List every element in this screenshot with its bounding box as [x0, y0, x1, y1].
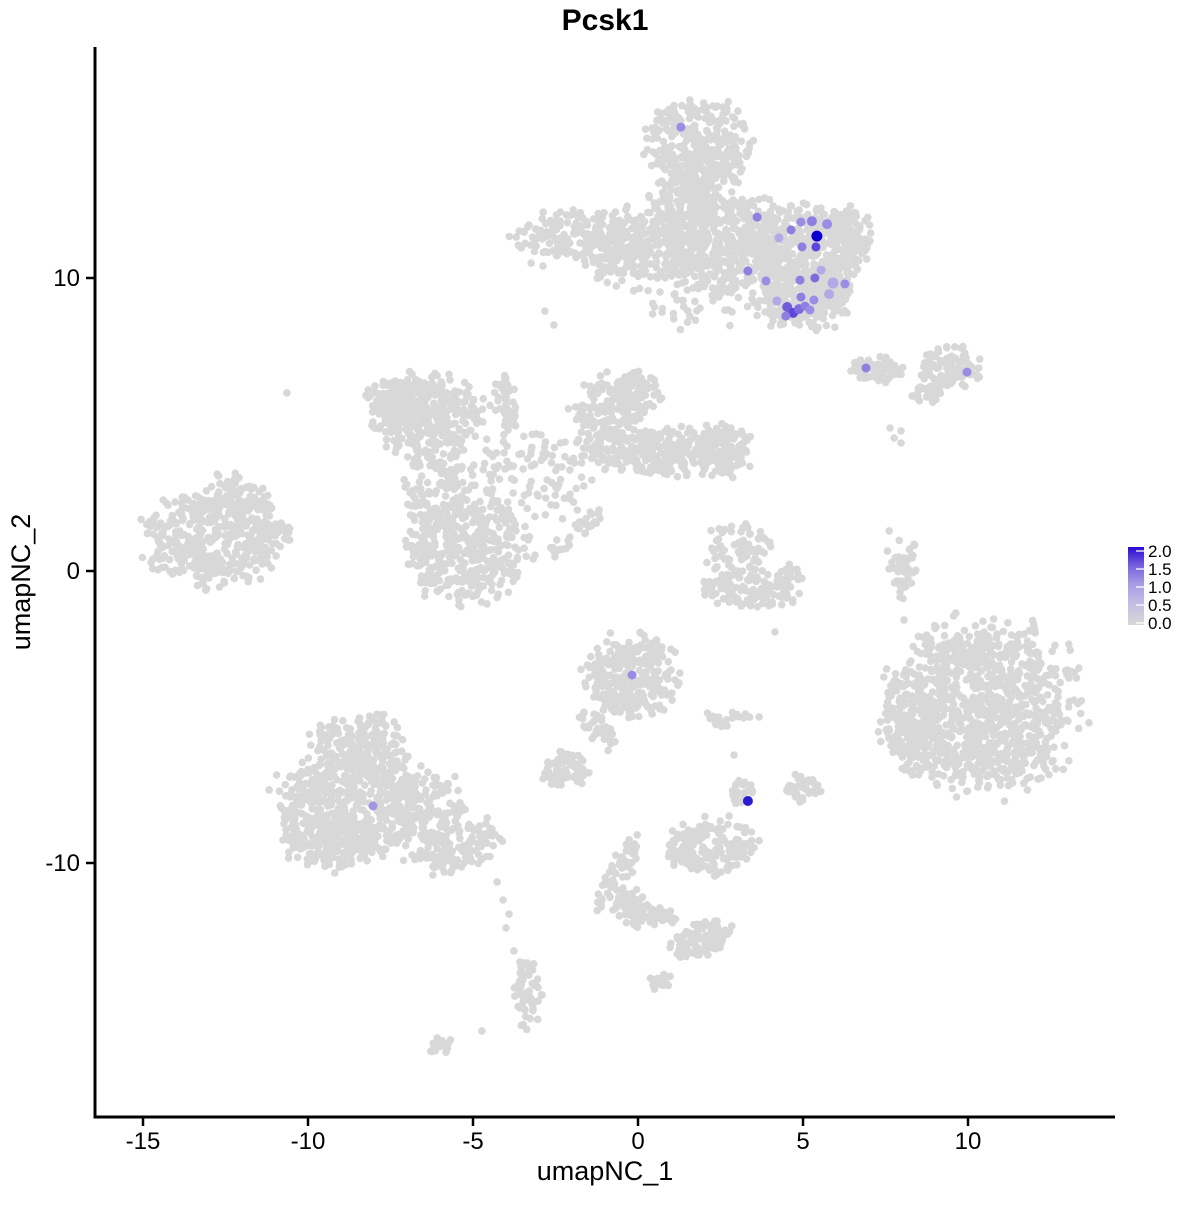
x-axis-title: umapNC_1: [537, 1156, 674, 1186]
legend-gradient-bar: [1128, 547, 1144, 625]
x-tick-label: -5: [462, 1128, 483, 1155]
points-layer: [137, 96, 1092, 1056]
x-axis: -15 -10 -5 0 5 10 umapNC_1: [94, 1117, 1116, 1186]
x-tick-label: -10: [291, 1128, 326, 1155]
y-tick-label: 10: [53, 265, 80, 292]
y-axis-title: umapNC_2: [6, 514, 36, 651]
legend-label: 2.0: [1148, 542, 1172, 561]
x-tick-label: 5: [796, 1128, 809, 1155]
legend-label: 0.5: [1148, 596, 1172, 615]
plot-title: Pcsk1: [562, 4, 649, 37]
x-tick-label: 0: [631, 1128, 644, 1155]
x-tick-label: 10: [955, 1128, 982, 1155]
y-axis: 10 0 -10 umapNC_2: [6, 47, 95, 1119]
y-tick-label: -10: [45, 850, 80, 877]
legend-label: 0.0: [1148, 614, 1172, 633]
x-tick-label: -15: [126, 1128, 161, 1155]
legend-label: 1.0: [1148, 578, 1172, 597]
legend-colorbar: 2.0 1.5 1.0 0.5 0.0: [1128, 542, 1172, 633]
legend-label: 1.5: [1148, 560, 1172, 579]
y-tick-label: 0: [67, 558, 80, 585]
